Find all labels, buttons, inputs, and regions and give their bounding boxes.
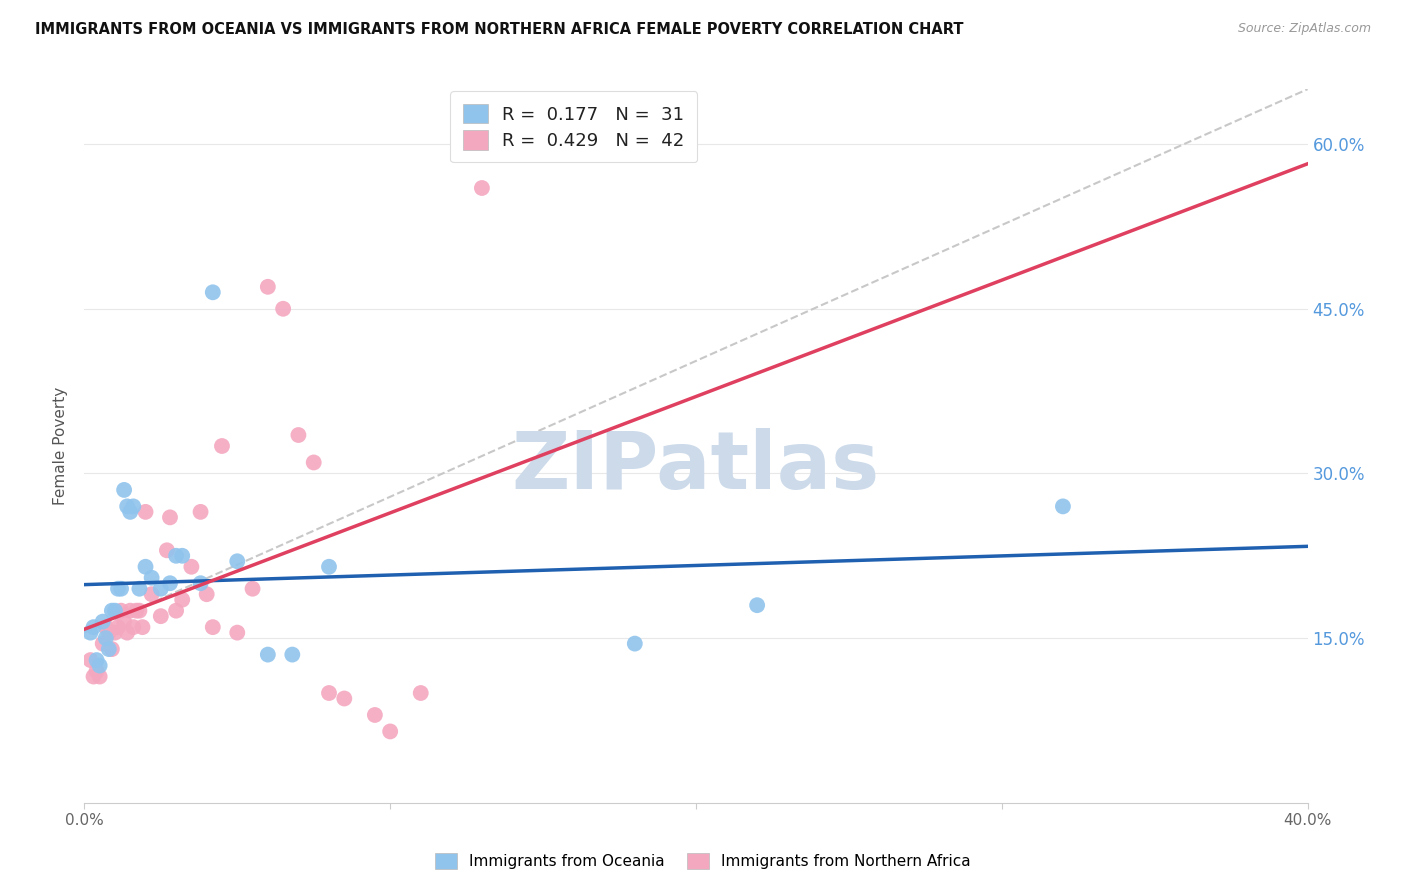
Point (104, 604, 127, 618)
Point (747, 598, 769, 612)
Point (112, 615, 135, 629)
Point (172, 592, 194, 607)
Point (380, 724, 402, 739)
Point (122, 500, 145, 514)
Point (86, 664, 108, 678)
Point (271, 301, 294, 316)
Point (89, 669, 111, 683)
Point (141, 587, 163, 601)
Point (226, 554, 249, 568)
Text: Source: ZipAtlas.com: Source: ZipAtlas.com (1237, 22, 1371, 36)
Point (112, 483, 135, 497)
Point (287, 428, 309, 442)
Point (149, 609, 172, 624)
Point (1052, 500, 1074, 514)
Point (190, 576, 212, 591)
Point (83, 620, 105, 634)
Point (115, 500, 138, 514)
Point (120, 505, 142, 519)
Point (149, 582, 172, 596)
Point (211, 439, 233, 453)
Point (281, 648, 304, 662)
Legend: R =  0.177   N =  31, R =  0.429   N =  42: R = 0.177 N = 31, R = 0.429 N = 42 (450, 91, 697, 162)
Point (409, 686, 432, 700)
Point (110, 604, 132, 618)
Point (115, 625, 138, 640)
Point (624, 637, 647, 651)
Point (141, 571, 163, 585)
Point (94, 631, 117, 645)
Point (110, 582, 132, 596)
Legend: Immigrants from Oceania, Immigrants from Northern Africa: Immigrants from Oceania, Immigrants from… (429, 847, 977, 875)
Point (242, 582, 264, 596)
Text: IMMIGRANTS FROM OCEANIA VS IMMIGRANTS FROM NORTHERN AFRICA FEMALE POVERTY CORREL: IMMIGRANTS FROM OCEANIA VS IMMIGRANTS FR… (35, 22, 963, 37)
Point (89, 658, 111, 673)
Point (318, 686, 340, 700)
Point (91, 615, 114, 629)
Point (97, 625, 120, 640)
Point (257, 280, 280, 294)
Point (83, 669, 105, 683)
Point (302, 455, 325, 469)
Point (172, 549, 194, 563)
Point (159, 510, 181, 524)
Point (128, 604, 150, 618)
Point (125, 604, 148, 618)
Y-axis label: Female Poverty: Female Poverty (53, 387, 69, 505)
Point (131, 620, 153, 634)
Point (107, 582, 129, 596)
Point (122, 620, 145, 634)
Point (195, 587, 218, 601)
Point (135, 505, 157, 519)
Point (135, 559, 157, 574)
Point (86, 653, 108, 667)
Point (165, 549, 187, 563)
Point (101, 642, 124, 657)
Point (156, 543, 179, 558)
Point (159, 576, 181, 591)
Point (165, 604, 187, 618)
Point (364, 708, 387, 723)
Point (333, 691, 356, 706)
Point (318, 559, 340, 574)
Point (120, 604, 142, 618)
Point (190, 505, 212, 519)
Point (79, 653, 101, 667)
Point (180, 559, 202, 574)
Point (107, 620, 129, 634)
Point (97, 642, 120, 657)
Point (94, 620, 117, 634)
Text: ZIPatlas: ZIPatlas (512, 428, 880, 507)
Point (79, 625, 101, 640)
Point (201, 620, 224, 634)
Point (257, 648, 280, 662)
Point (104, 625, 127, 640)
Point (128, 582, 150, 596)
Point (471, 181, 494, 195)
Point (201, 285, 224, 300)
Point (226, 625, 249, 640)
Point (101, 604, 124, 618)
Point (91, 637, 114, 651)
